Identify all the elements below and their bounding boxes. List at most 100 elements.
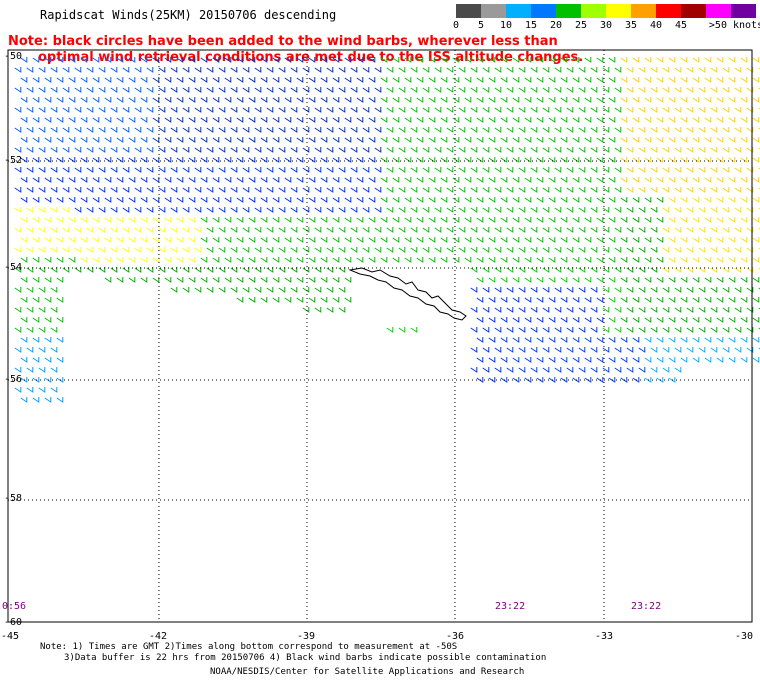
wind-barb xyxy=(476,237,484,243)
wind-barb xyxy=(656,277,664,283)
wind-barb xyxy=(464,117,472,123)
wind-barb xyxy=(290,267,298,273)
wind-barb xyxy=(722,287,730,293)
wind-barb xyxy=(518,207,526,213)
wind-barb xyxy=(260,237,268,243)
wind-barb xyxy=(710,127,718,133)
wind-barb xyxy=(260,117,268,123)
wind-barb xyxy=(410,87,418,93)
wind-barb xyxy=(206,107,214,113)
wind-barb xyxy=(230,207,238,213)
wind-barb xyxy=(608,57,616,63)
wind-barb xyxy=(530,167,538,173)
wind-barb xyxy=(524,197,532,203)
wind-barb xyxy=(356,137,364,143)
wind-barb xyxy=(470,307,478,313)
wind-barb xyxy=(536,357,544,363)
wind-barb xyxy=(92,177,100,183)
wind-barb xyxy=(524,137,532,143)
wind-barb xyxy=(560,57,568,63)
wind-barb xyxy=(332,177,340,183)
wind-barb xyxy=(584,77,592,83)
wind-barb xyxy=(704,97,712,103)
wind-barb xyxy=(488,137,496,143)
wind-barb xyxy=(614,147,622,153)
wind-barb xyxy=(482,87,490,93)
wind-barb xyxy=(446,127,454,133)
wind-barb xyxy=(326,287,334,293)
wind-barb xyxy=(596,157,604,163)
wind-barb xyxy=(644,117,652,123)
wind-barb xyxy=(644,97,652,103)
wind-barb xyxy=(104,237,112,243)
lon-label-30w: -30 xyxy=(734,631,754,642)
wind-barb xyxy=(620,237,628,243)
wind-barb xyxy=(206,187,214,193)
wind-barb xyxy=(380,77,388,83)
wind-barb xyxy=(332,237,340,243)
wind-barb xyxy=(338,187,346,193)
wind-barb xyxy=(212,197,220,203)
wind-barb xyxy=(626,307,634,313)
wind-barb xyxy=(398,147,406,153)
wind-barb xyxy=(476,157,484,163)
wind-barb xyxy=(32,177,40,183)
wind-barb xyxy=(170,127,178,133)
wind-barb xyxy=(194,167,202,173)
wind-barb xyxy=(518,167,526,173)
wind-barb xyxy=(506,207,514,213)
wind-barb xyxy=(716,237,724,243)
wind-barb xyxy=(734,147,742,153)
wind-barb xyxy=(536,217,544,223)
wind-barb xyxy=(662,67,670,73)
wind-barb xyxy=(512,97,520,103)
legend-swatch xyxy=(556,4,581,18)
wind-barb xyxy=(692,257,700,263)
wind-barb xyxy=(332,197,340,203)
legend-swatch xyxy=(531,4,556,18)
wind-barb xyxy=(122,167,130,173)
wind-barb xyxy=(680,237,688,243)
wind-barb xyxy=(152,157,160,163)
wind-barb xyxy=(392,217,400,223)
wind-barb xyxy=(296,297,304,303)
wind-barb xyxy=(536,77,544,83)
wind-barb xyxy=(404,217,412,223)
wind-barb xyxy=(524,157,532,163)
wind-barb xyxy=(722,207,730,213)
wind-barb xyxy=(326,127,334,133)
wind-barb xyxy=(740,317,748,323)
wind-barb xyxy=(644,337,652,343)
wind-barb xyxy=(194,287,202,293)
wind-barb xyxy=(602,347,610,353)
wind-barb xyxy=(56,337,64,343)
wind-barb xyxy=(374,207,382,213)
wind-barb xyxy=(698,147,706,153)
wind-barb xyxy=(434,187,442,193)
wind-barb xyxy=(434,227,442,233)
wind-barb xyxy=(248,237,256,243)
wind-barb xyxy=(494,147,502,153)
wind-barb xyxy=(260,57,268,63)
wind-barb xyxy=(620,97,628,103)
wind-barb xyxy=(428,197,436,203)
wind-barb xyxy=(80,57,88,63)
wind-barb xyxy=(182,67,190,73)
wind-barb xyxy=(236,157,244,163)
wind-barb xyxy=(518,187,526,193)
wind-barb xyxy=(656,337,664,343)
wind-barb xyxy=(44,357,52,363)
wind-barb xyxy=(620,77,628,83)
wind-barb xyxy=(200,217,208,223)
wind-barb xyxy=(536,117,544,123)
wind-barb xyxy=(182,147,190,153)
wind-barb xyxy=(26,347,34,353)
wind-barb xyxy=(728,97,736,103)
wind-barb xyxy=(98,167,106,173)
wind-barb xyxy=(518,227,526,233)
wind-barb xyxy=(140,217,148,223)
wind-barb xyxy=(254,207,262,213)
legend-swatch xyxy=(506,4,531,18)
wind-barb xyxy=(86,207,94,213)
wind-barb xyxy=(218,207,226,213)
